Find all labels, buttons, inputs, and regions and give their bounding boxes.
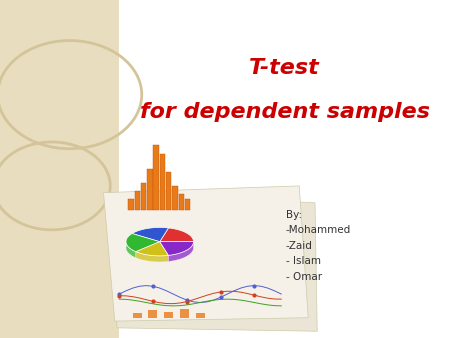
Polygon shape (132, 227, 168, 242)
Point (149, 299, 157, 304)
Polygon shape (126, 234, 160, 252)
Text: By:
-Mohammed
-Zaid
- Islam
- Omar: By: -Mohammed -Zaid - Islam - Omar (286, 210, 351, 282)
Polygon shape (168, 228, 194, 248)
Bar (147, 169, 153, 210)
Bar (128, 199, 134, 210)
Bar (133, 313, 142, 318)
Bar (185, 199, 190, 210)
Point (183, 297, 190, 303)
Point (116, 291, 123, 297)
Bar (196, 313, 205, 318)
Bar (172, 186, 178, 210)
Polygon shape (160, 242, 194, 256)
Polygon shape (160, 228, 194, 242)
Polygon shape (136, 252, 168, 262)
Point (183, 299, 190, 304)
Point (251, 292, 258, 298)
Polygon shape (168, 242, 194, 262)
Point (149, 284, 157, 289)
Bar (160, 154, 165, 210)
Text: T-test: T-test (249, 57, 320, 78)
Bar (166, 172, 171, 210)
Bar (164, 312, 173, 318)
Bar (148, 310, 157, 318)
Polygon shape (104, 186, 308, 321)
Point (217, 289, 224, 295)
Bar (153, 145, 159, 210)
Bar (179, 194, 184, 210)
Point (251, 283, 258, 288)
Bar (0, 0, 119, 338)
Polygon shape (126, 234, 136, 258)
Point (116, 293, 123, 298)
Bar (135, 191, 140, 210)
Bar (141, 183, 146, 210)
Polygon shape (136, 242, 168, 256)
Text: for dependent samples: for dependent samples (140, 101, 430, 122)
Point (217, 295, 224, 300)
Bar (180, 309, 189, 318)
Polygon shape (110, 193, 317, 331)
